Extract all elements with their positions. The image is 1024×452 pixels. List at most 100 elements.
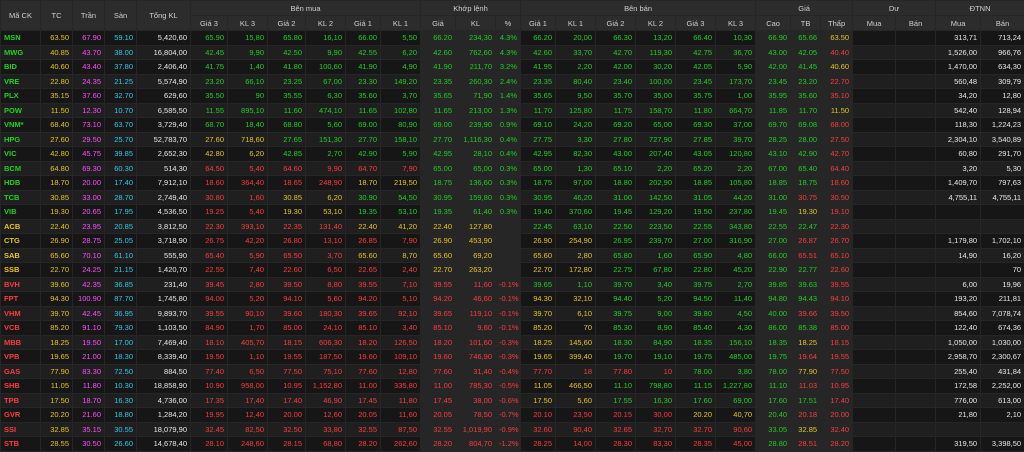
cell: 13,20 — [635, 30, 676, 46]
cell: 37.80 — [104, 59, 137, 75]
cell: 32.85 — [40, 421, 73, 437]
cell: 39.85 — [755, 276, 792, 292]
cell: 119,10 — [455, 305, 496, 321]
cell — [852, 392, 897, 408]
cell: 172,58 — [935, 378, 982, 394]
cell: 64.60 — [267, 160, 306, 176]
cell: 90 — [227, 88, 268, 104]
cell — [895, 189, 937, 205]
cell: 42.60 — [520, 44, 556, 60]
cell — [852, 189, 897, 205]
cell: 895,10 — [227, 102, 268, 118]
cell: 23.20 — [190, 73, 228, 89]
stock-row: VRE 22.80 24.35 21.25 5,574,90 23.20 66,10 23.2… — [0, 73, 1024, 89]
cell: 10.90 — [190, 378, 228, 394]
stock-row: HPG 27.60 29.50 25.70 52,783,70 27.60 718,60 27… — [0, 131, 1024, 147]
cell: 21.15 — [104, 262, 137, 278]
cell: 1,116,30 — [455, 131, 496, 147]
cell: 0.9% — [495, 117, 521, 133]
cell: 4,755,11 — [935, 189, 982, 205]
cell: 19.75 — [755, 349, 792, 365]
cell: 762,60 — [455, 44, 496, 60]
cell: 0.3% — [495, 204, 521, 220]
cell: 180,30 — [305, 305, 346, 321]
stock-row: VNM* 68.40 73.10 63.70 3,729,40 68.70 18,40 68.… — [0, 117, 1024, 133]
stock-code: MSN — [0, 30, 41, 46]
header-column: Giá 3 — [675, 15, 716, 31]
cell: 23.40 — [595, 73, 636, 89]
cell — [935, 421, 982, 437]
cell: 18.60 — [820, 175, 854, 191]
cell: 149,20 — [380, 73, 421, 89]
cell: 316,90 — [714, 233, 757, 249]
cell: 14,00 — [555, 436, 596, 452]
cell — [852, 30, 897, 46]
cell — [895, 204, 937, 220]
cell — [852, 117, 897, 133]
cell: 20.15 — [595, 407, 636, 423]
cell: 41.90 — [420, 59, 456, 75]
cell: 65.00 — [420, 160, 456, 176]
cell: 32.55 — [345, 421, 381, 437]
cell: 42.70 — [595, 44, 636, 60]
cell: 2,20 — [635, 160, 676, 176]
cell: 27.60 — [190, 131, 228, 147]
stock-row: TPB 17.50 18.70 16.30 4,736,00 17.35 17,40 17.4… — [0, 392, 1024, 408]
header-column: KL — [455, 15, 496, 31]
cell: 798,80 — [635, 378, 676, 394]
cell: 1,050,00 — [935, 334, 982, 350]
cell: 22.65 — [345, 262, 381, 278]
cell: 24.35 — [72, 73, 105, 89]
cell — [852, 88, 897, 104]
stock-row: STB 28.55 30.50 26.60 14,678,40 28.10 248,60 28… — [0, 436, 1024, 452]
cell: 30.95 — [520, 189, 556, 205]
cell: 17.60 — [675, 392, 716, 408]
cell: 746,90 — [455, 349, 496, 365]
cell: 19.30 — [40, 204, 73, 220]
cell: 18,858,90 — [136, 378, 191, 394]
stock-code: TPB — [0, 392, 41, 408]
cell: -0.1% — [495, 291, 521, 307]
cell: 28.80 — [755, 436, 792, 452]
cell: 65.80 — [595, 247, 636, 263]
cell: 83.30 — [72, 363, 105, 379]
cell: 11.75 — [595, 102, 636, 118]
stock-code: VPB — [0, 349, 41, 365]
cell: 2,70 — [305, 146, 346, 162]
cell: 35.10 — [820, 88, 854, 104]
cell: 4,80 — [714, 247, 757, 263]
cell: 28.20 — [420, 436, 456, 452]
cell: 105,80 — [714, 175, 757, 191]
cell: 18.20 — [420, 334, 456, 350]
cell — [895, 320, 937, 336]
cell: 39.63 — [790, 276, 822, 292]
cell: 211,70 — [455, 59, 496, 75]
cell: 2,80 — [555, 247, 596, 263]
cell — [852, 247, 897, 263]
cell: 18.70 — [345, 175, 381, 191]
cell: 66.00 — [345, 30, 381, 46]
cell: 94.30 — [40, 291, 73, 307]
cell: 77.50 — [267, 363, 306, 379]
cell: 22.80 — [40, 73, 73, 89]
cell — [852, 378, 897, 394]
cell: 260,30 — [455, 73, 496, 89]
header-column: Giá — [420, 15, 456, 31]
cell: 22.70 — [520, 262, 556, 278]
cell: 343,80 — [714, 218, 757, 234]
cell: 77.80 — [595, 363, 636, 379]
cell: 65.90 — [190, 30, 228, 46]
cell: 173,70 — [714, 73, 757, 89]
cell: 2,80 — [227, 276, 268, 292]
stock-row: SSB 22.70 24.25 21.15 1,420,70 22.55 7,40 22.60… — [0, 262, 1024, 278]
cell: 94.80 — [755, 291, 792, 307]
cell: 41.95 — [520, 59, 556, 75]
cell: 18 — [555, 363, 596, 379]
cell: 35.95 — [755, 88, 792, 104]
cell: 27.80 — [595, 131, 636, 147]
cell: -0.5% — [495, 378, 521, 394]
cell: 28.75 — [72, 233, 105, 249]
cell: 12.30 — [72, 102, 105, 118]
cell: 18.25 — [790, 334, 822, 350]
cell: 65,00 — [635, 117, 676, 133]
